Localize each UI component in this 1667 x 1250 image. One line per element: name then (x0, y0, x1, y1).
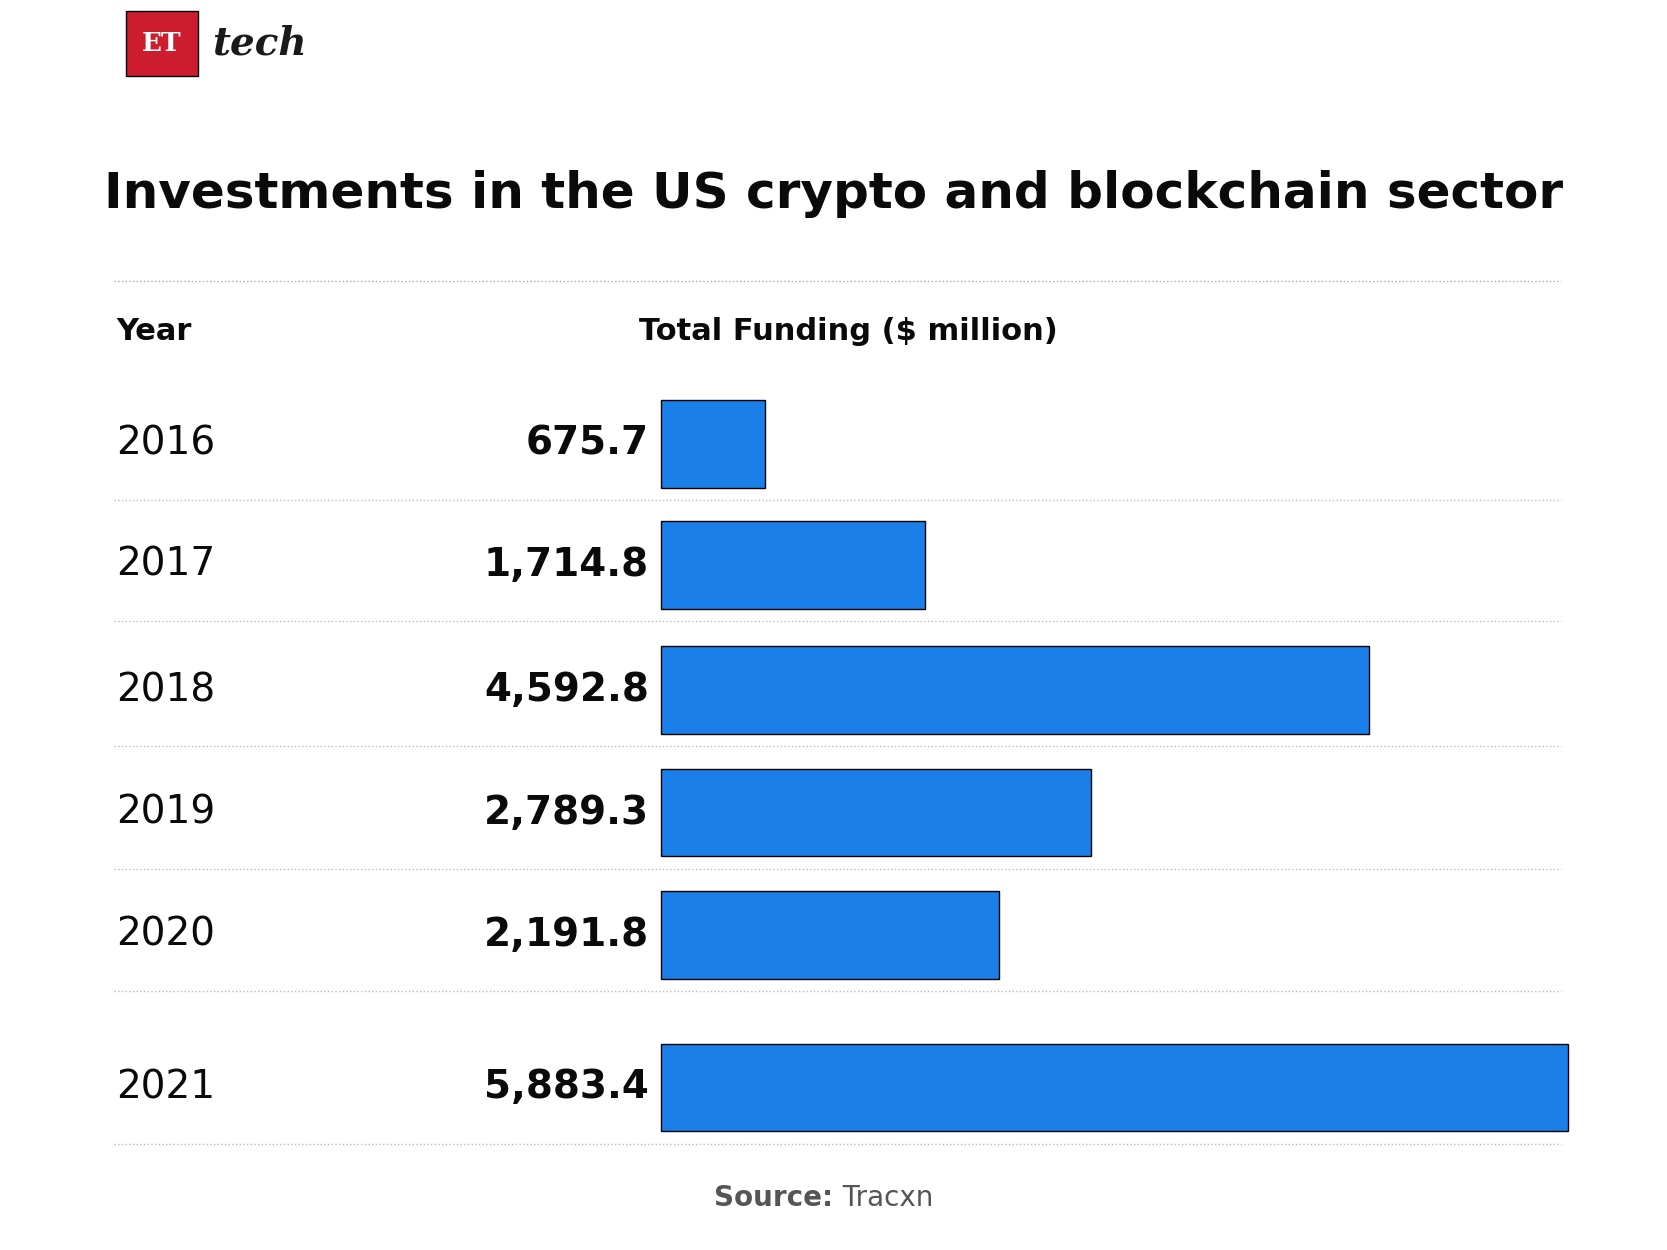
Text: 2019: 2019 (117, 794, 215, 831)
FancyBboxPatch shape (662, 646, 1369, 734)
Text: Investments in the US crypto and blockchain sector: Investments in the US crypto and blockch… (103, 170, 1564, 217)
FancyBboxPatch shape (662, 1044, 1569, 1131)
Text: 1,714.8: 1,714.8 (483, 546, 648, 584)
Text: Year: Year (117, 316, 192, 346)
FancyBboxPatch shape (662, 521, 925, 609)
Text: 2018: 2018 (117, 671, 215, 709)
Text: 2017: 2017 (117, 546, 215, 584)
Text: Total Funding ($ million): Total Funding ($ million) (638, 316, 1057, 346)
FancyBboxPatch shape (662, 891, 999, 979)
FancyBboxPatch shape (662, 400, 765, 488)
Text: Tracxn: Tracxn (834, 1184, 934, 1211)
FancyBboxPatch shape (662, 769, 1092, 856)
Text: 2,789.3: 2,789.3 (483, 794, 648, 831)
Text: 2016: 2016 (117, 425, 215, 462)
Text: 2021: 2021 (117, 1069, 215, 1106)
Text: 2020: 2020 (117, 916, 215, 954)
Text: 5,883.4: 5,883.4 (483, 1069, 648, 1106)
Text: 2,191.8: 2,191.8 (483, 916, 648, 954)
Text: Source:: Source: (715, 1184, 834, 1211)
Text: ET: ET (142, 31, 182, 56)
FancyBboxPatch shape (125, 11, 198, 76)
Text: tech: tech (213, 25, 307, 62)
Text: 675.7: 675.7 (525, 425, 648, 462)
Text: 4,592.8: 4,592.8 (483, 671, 648, 709)
